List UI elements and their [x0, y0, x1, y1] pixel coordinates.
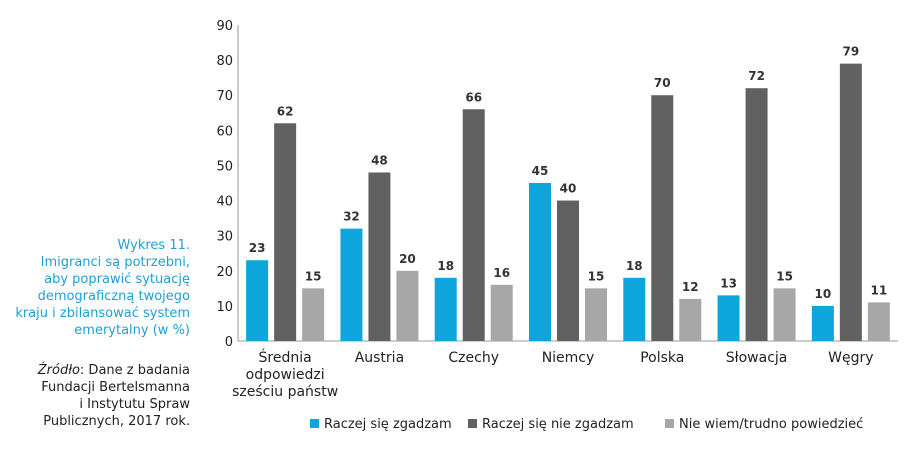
x-tick-label: Średnia	[259, 348, 312, 366]
data-label: 66	[465, 90, 482, 104]
bar	[623, 277, 646, 341]
data-label: 11	[871, 283, 888, 297]
legend-label: Raczej się nie zgadzam	[482, 417, 634, 432]
y-tick-label: 0	[225, 335, 233, 350]
caption-line: aby poprawić sytuację	[44, 272, 190, 287]
data-label: 18	[626, 259, 643, 273]
source-line: Publicznych, 2017 rok.	[43, 414, 190, 429]
caption-line: demograficzną twojego	[37, 289, 190, 304]
data-label: 15	[588, 269, 605, 283]
bar	[462, 109, 485, 342]
data-label: 20	[399, 252, 416, 266]
source-line: i Instytutu Spraw	[79, 397, 190, 412]
data-label: 18	[437, 259, 454, 273]
bar	[490, 284, 513, 341]
data-label: 40	[560, 182, 577, 196]
legend-swatch	[468, 419, 477, 428]
bar	[246, 260, 269, 341]
legend-label: Raczej się zgadzam	[324, 417, 452, 432]
bar	[811, 305, 834, 341]
data-label: 32	[343, 210, 360, 224]
caption-line: emerytalny (w %)	[74, 323, 190, 338]
data-label: 62	[277, 104, 294, 118]
x-tick-label: Czechy	[448, 350, 499, 366]
y-tick-label: 70	[216, 89, 233, 104]
caption-line: kraju i zbilansować system	[15, 306, 190, 321]
source-text: : Dane z badania	[79, 363, 190, 378]
y-tick-label: 40	[216, 195, 233, 210]
y-tick-label: 60	[216, 124, 233, 139]
data-label: 10	[815, 287, 832, 301]
data-label: 45	[532, 164, 549, 178]
y-tick-label: 50	[216, 159, 233, 174]
bar	[651, 95, 674, 341]
data-label: 48	[371, 153, 388, 167]
data-label: 79	[843, 45, 860, 59]
bar	[302, 288, 325, 341]
legend-swatch	[665, 419, 674, 428]
caption-line: Wykres 11.	[117, 238, 190, 253]
y-tick-label: 30	[216, 230, 233, 245]
data-label: 12	[682, 280, 699, 294]
legend-swatch	[310, 419, 319, 428]
bar	[839, 63, 862, 341]
data-label: 15	[305, 269, 322, 283]
x-tick-label: Austria	[355, 350, 404, 366]
bar	[274, 123, 297, 341]
bar	[340, 228, 363, 341]
caption-line: Imigranci są potrzebni,	[40, 255, 190, 270]
data-label: 13	[720, 276, 737, 290]
bar	[679, 298, 702, 341]
bar	[396, 270, 419, 341]
data-label: 15	[776, 269, 793, 283]
bar	[529, 183, 551, 341]
bar	[585, 288, 607, 341]
y-tick-label: 20	[216, 265, 233, 280]
data-label: 23	[249, 241, 266, 255]
bar	[717, 295, 740, 341]
source-line: Źródło: Dane z badania	[8, 362, 190, 379]
y-tick-label: 90	[216, 19, 233, 34]
bar	[557, 200, 579, 341]
data-label: 70	[654, 76, 671, 90]
bar	[434, 277, 457, 341]
data-label: 72	[748, 69, 765, 83]
source-line: Fundacji Bertelsmanna	[41, 380, 190, 395]
source-note: Źródło: Dane z badania Fundacji Bertelsm…	[8, 362, 190, 430]
x-tick-label: sześciu państw	[232, 384, 338, 400]
data-label: 16	[493, 266, 510, 280]
legend-label: Nie wiem/trudno powiedzieć	[679, 417, 863, 432]
x-tick-label: Polska	[640, 350, 684, 366]
source-label: Źródło	[37, 363, 80, 378]
y-tick-label: 10	[216, 300, 233, 315]
bar	[745, 88, 768, 341]
bar	[368, 172, 391, 341]
chart-caption: Wykres 11. Imigranci są potrzebni, aby p…	[8, 237, 190, 339]
y-tick-label: 80	[216, 54, 233, 69]
x-tick-label: Niemcy	[542, 350, 595, 366]
x-tick-label: Słowacja	[726, 350, 788, 366]
x-tick-label: odpowiedzi	[246, 367, 325, 383]
x-tick-label: Węgry	[828, 350, 873, 366]
bar	[773, 288, 796, 341]
bar	[867, 302, 890, 341]
